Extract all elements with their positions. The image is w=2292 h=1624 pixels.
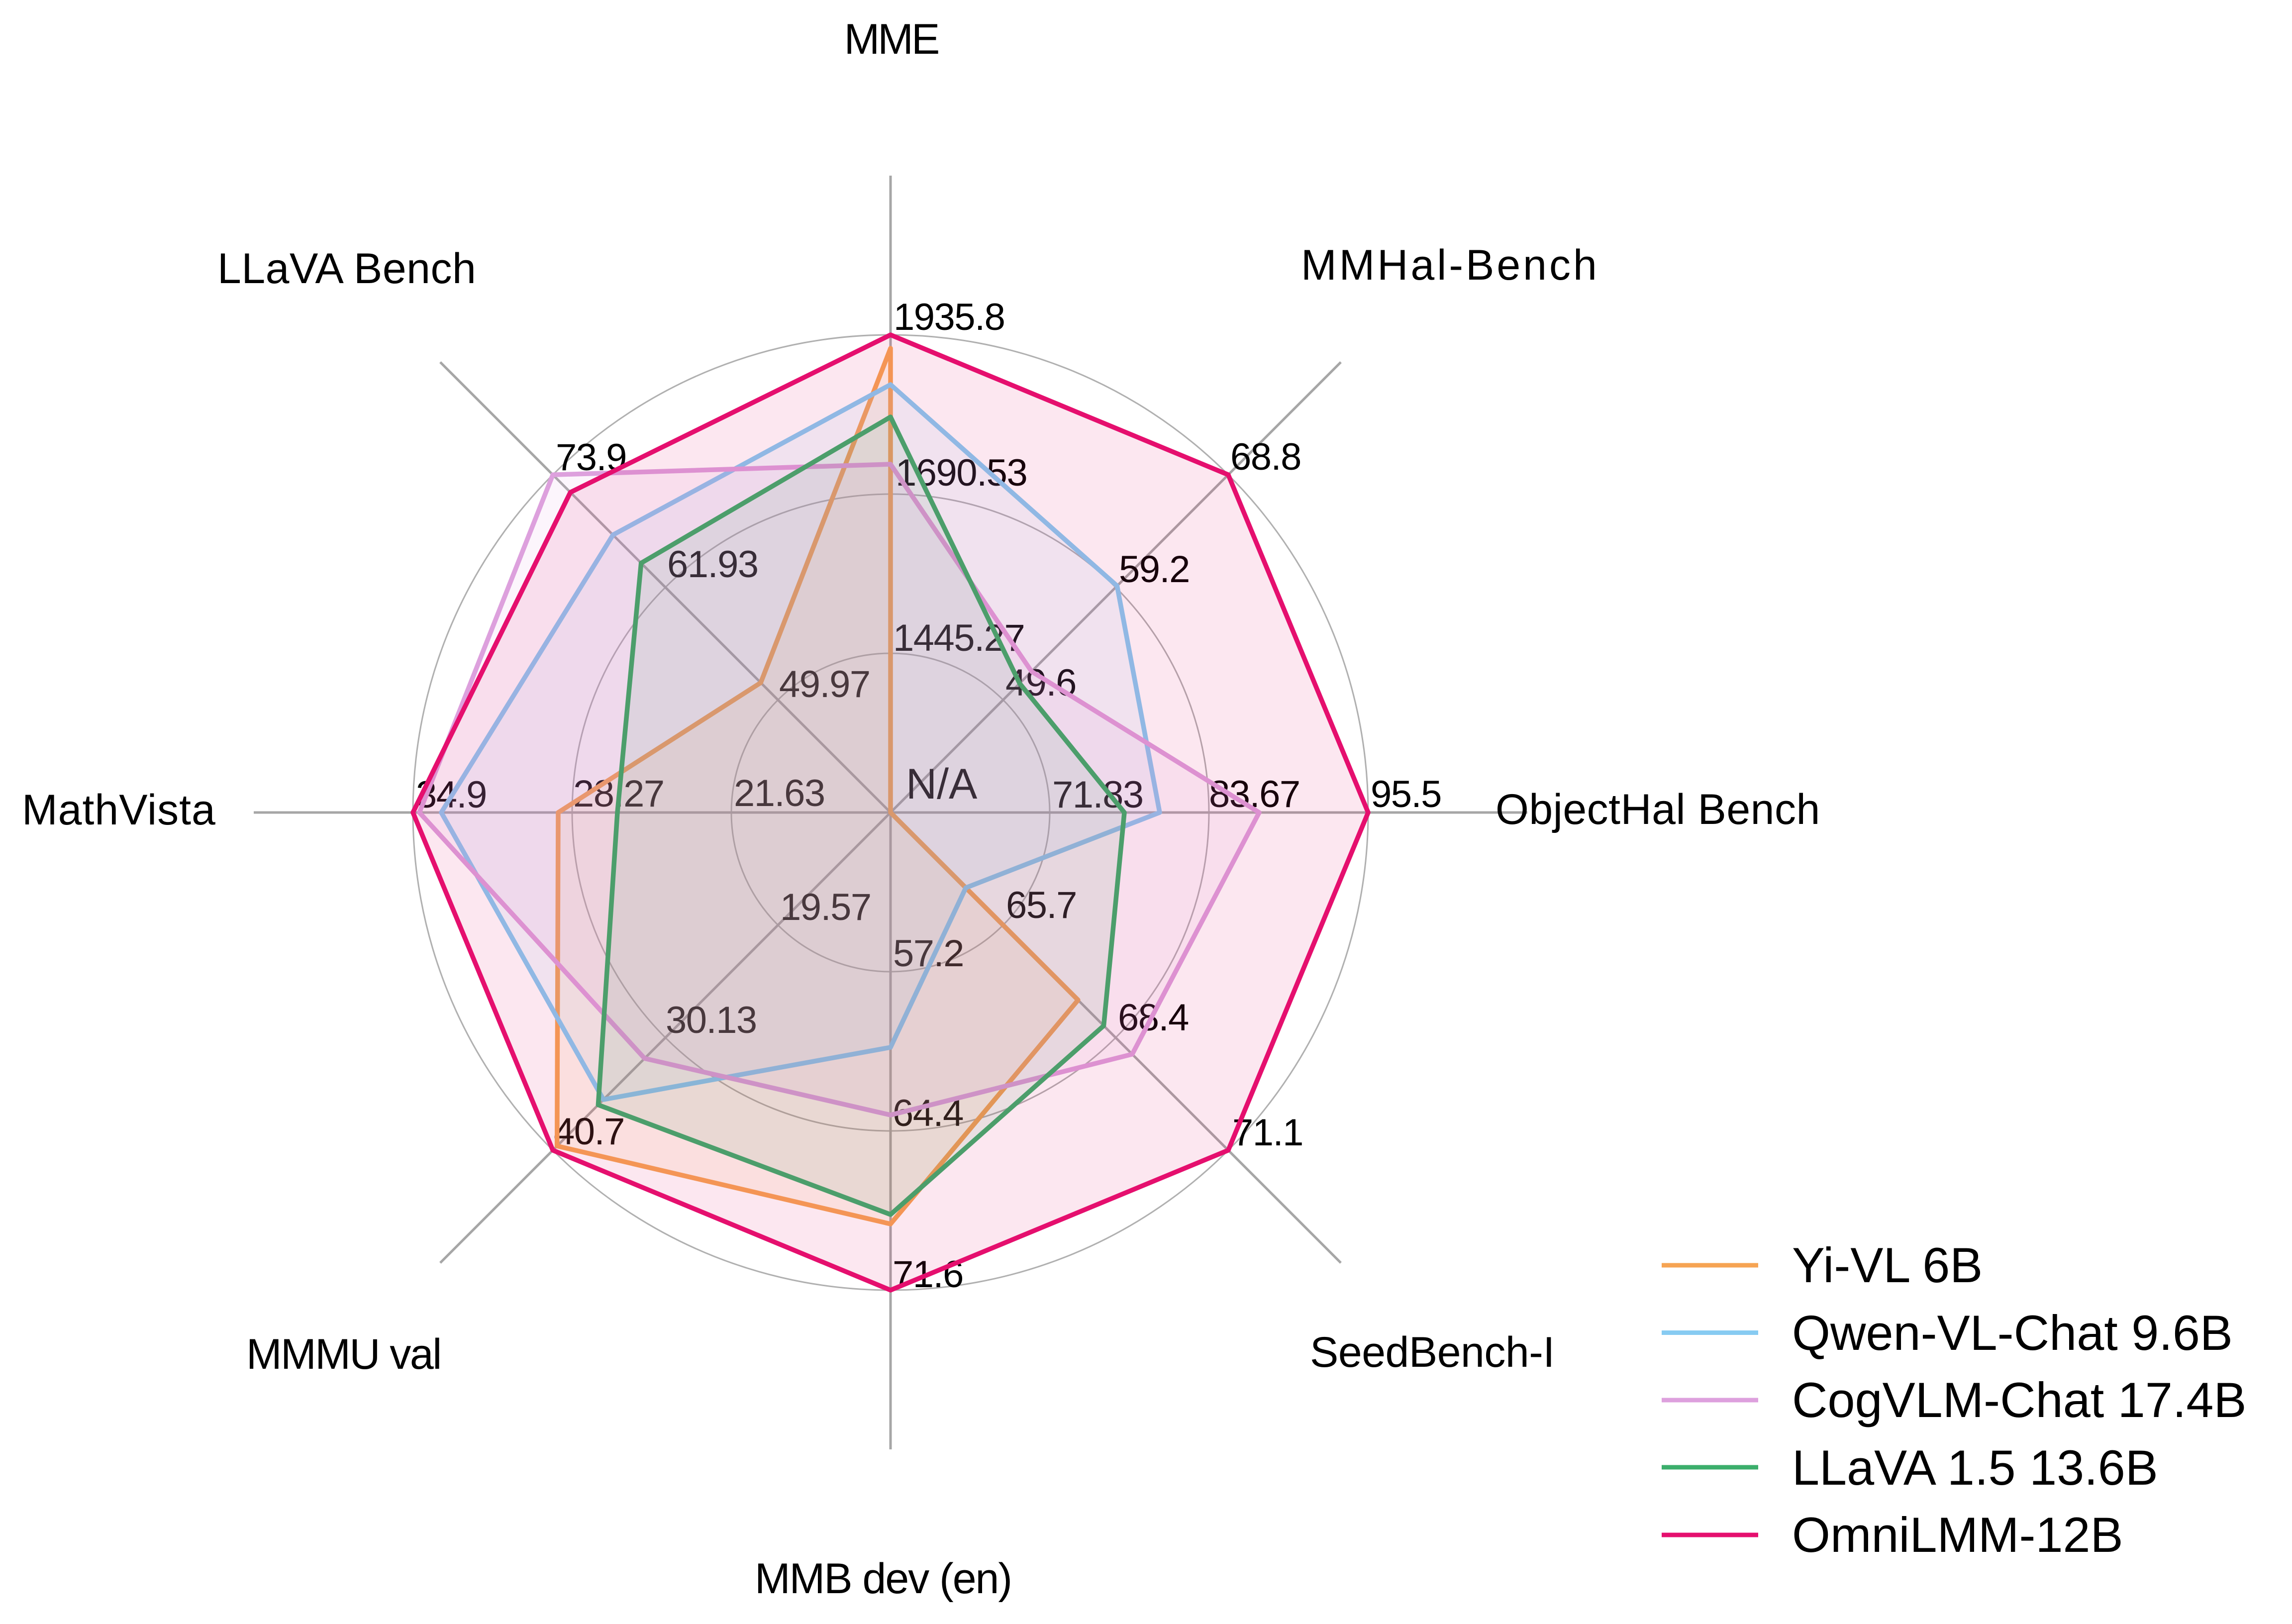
svg-text:68.8: 68.8 — [1230, 436, 1301, 478]
svg-text:MMB dev (en): MMB dev (en) — [755, 1555, 1011, 1603]
svg-text:Yi-VL 6B: Yi-VL 6B — [1792, 1237, 1983, 1293]
svg-text:71.1: 71.1 — [1232, 1112, 1303, 1154]
svg-text:95.5: 95.5 — [1371, 773, 1441, 815]
svg-text:1935.8: 1935.8 — [894, 296, 1004, 338]
svg-text:N/A: N/A — [906, 760, 978, 808]
svg-text:65.7: 65.7 — [1006, 884, 1077, 926]
svg-text:SeedBench-I: SeedBench-I — [1310, 1328, 1555, 1376]
svg-text:MMMU val: MMMU val — [246, 1330, 441, 1378]
svg-text:Qwen-VL-Chat 9.6B: Qwen-VL-Chat 9.6B — [1792, 1305, 2233, 1360]
svg-text:OmniLMM-12B: OmniLMM-12B — [1792, 1507, 2123, 1562]
svg-text:CogVLM-Chat 17.4B: CogVLM-Chat 17.4B — [1792, 1372, 2246, 1427]
svg-text:MMHal-Bench: MMHal-Bench — [1301, 241, 1599, 289]
svg-text:59.2: 59.2 — [1119, 548, 1190, 591]
svg-text:MathVista: MathVista — [22, 786, 216, 834]
svg-text:49.97: 49.97 — [779, 663, 870, 706]
svg-text:19.57: 19.57 — [780, 886, 871, 928]
svg-text:MME: MME — [844, 15, 938, 63]
svg-text:ObjectHal Bench: ObjectHal Bench — [1495, 786, 1820, 833]
svg-text:61.93: 61.93 — [667, 543, 758, 586]
svg-text:LLaVA Bench: LLaVA Bench — [217, 245, 476, 293]
svg-text:21.63: 21.63 — [734, 772, 825, 814]
svg-text:30.13: 30.13 — [666, 999, 757, 1041]
svg-text:LLaVA 1.5 13.6B: LLaVA 1.5 13.6B — [1792, 1440, 2158, 1495]
